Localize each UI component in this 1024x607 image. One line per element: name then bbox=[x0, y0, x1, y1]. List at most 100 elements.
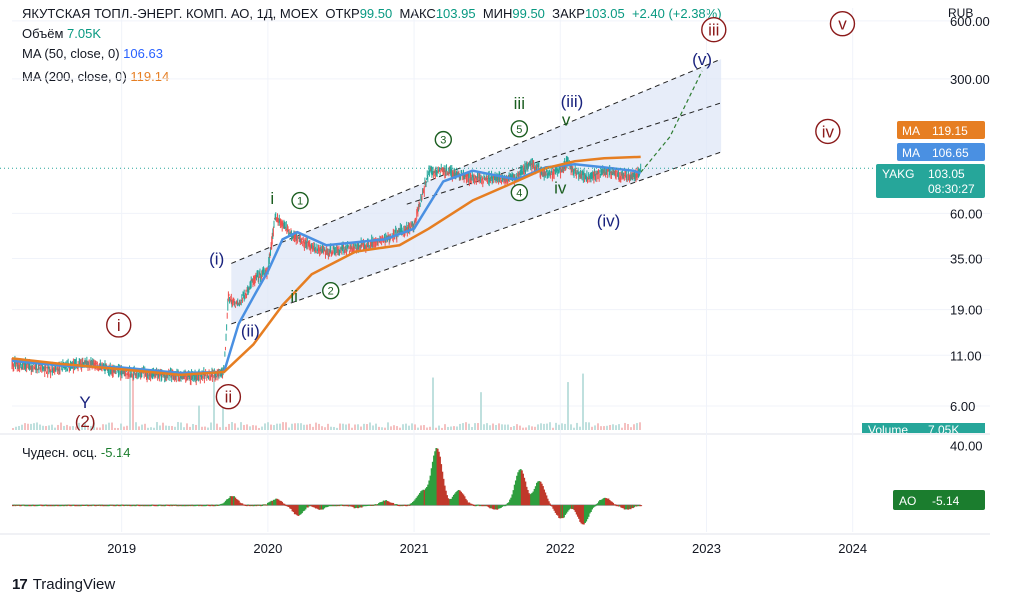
ao-bar bbox=[304, 505, 307, 510]
ao-bar bbox=[491, 505, 494, 509]
ao-bar bbox=[365, 505, 368, 507]
ao-bar bbox=[189, 505, 192, 507]
ao-bar bbox=[433, 455, 436, 506]
volume-bar bbox=[633, 424, 635, 430]
ao-bar bbox=[314, 505, 317, 509]
ao-bar bbox=[526, 489, 529, 506]
ao-bar bbox=[188, 504, 191, 506]
volume-bar bbox=[345, 424, 347, 430]
volume-bar bbox=[531, 426, 533, 430]
time-tick-label: 2019 bbox=[107, 541, 136, 556]
ao-bar bbox=[477, 504, 480, 506]
ao-bar bbox=[194, 505, 197, 507]
ao-bar bbox=[427, 484, 430, 506]
ao-bar bbox=[42, 505, 45, 507]
ao-bar bbox=[381, 501, 384, 506]
volume-bar bbox=[435, 427, 437, 430]
ao-bar bbox=[159, 504, 162, 506]
tradingview-logo[interactable]: 17 TradingView bbox=[12, 576, 115, 593]
volume-bar bbox=[102, 424, 104, 430]
volume-bar bbox=[444, 424, 446, 430]
volume-bar bbox=[123, 426, 125, 430]
legend-ma50[interactable]: MA (50, close, 0) 106.63 bbox=[22, 46, 163, 61]
volume-bar bbox=[279, 423, 281, 430]
volume-bar bbox=[87, 426, 89, 430]
ao-bar bbox=[272, 499, 275, 506]
volume-bar bbox=[540, 423, 542, 430]
volume-bar bbox=[567, 382, 569, 430]
ao-bar bbox=[620, 505, 623, 508]
ao-bar bbox=[482, 505, 485, 507]
volume-bar bbox=[516, 424, 518, 430]
ao-bar bbox=[289, 505, 292, 509]
ao-panel[interactable]: 40.000.00 bbox=[12, 438, 983, 525]
ao-bar bbox=[23, 505, 26, 507]
ao-bar bbox=[241, 503, 244, 506]
ao-bar bbox=[285, 505, 288, 507]
ao-bar bbox=[178, 505, 181, 507]
price-tag-value: 103.05 bbox=[928, 167, 965, 181]
ao-bar bbox=[52, 505, 55, 507]
ao-bar bbox=[325, 505, 328, 508]
ao-bar bbox=[91, 504, 94, 506]
ma50-line bbox=[11, 163, 642, 375]
ao-bar bbox=[311, 505, 314, 507]
price-tick-label: 11.00 bbox=[950, 348, 982, 363]
ao-bar bbox=[90, 505, 93, 507]
ao-bar bbox=[321, 505, 324, 510]
ao-bar bbox=[355, 505, 358, 508]
volume-bar bbox=[150, 427, 152, 430]
legend-ao[interactable]: Чудесн. осц. -5.14 bbox=[22, 445, 131, 460]
volume-bar bbox=[219, 427, 221, 430]
legend-volume[interactable]: Объём 7.05K bbox=[22, 26, 101, 41]
time-axis[interactable]: 2019 2020 2021 2022 2023 2024 bbox=[107, 541, 867, 556]
ao-bar bbox=[237, 500, 240, 506]
volume-bar bbox=[606, 425, 608, 430]
ao-bar bbox=[626, 505, 629, 510]
ao-bar bbox=[331, 505, 334, 507]
ma50-label: MA (50, close, 0) bbox=[22, 46, 120, 61]
ao-bar bbox=[587, 505, 590, 517]
volume-bar bbox=[351, 427, 353, 430]
ao-bar bbox=[162, 505, 165, 507]
ao-bar bbox=[416, 496, 419, 506]
volume-bar bbox=[432, 377, 434, 430]
volume-bar bbox=[588, 422, 590, 430]
ao-bar bbox=[275, 498, 278, 506]
ao-bar bbox=[354, 505, 357, 509]
ao-bar bbox=[19, 505, 22, 507]
volume-bar bbox=[117, 427, 119, 430]
ao-bar bbox=[479, 505, 482, 507]
volume-bar bbox=[552, 427, 554, 430]
wave-label: 3 bbox=[440, 135, 446, 147]
ao-bar bbox=[290, 505, 293, 510]
ao-bar bbox=[595, 504, 598, 506]
legend-ma200[interactable]: MA (200, close, 0) 119.14 bbox=[22, 69, 169, 84]
ao-bar bbox=[116, 504, 119, 506]
ao-bar bbox=[582, 505, 585, 525]
ao-bar bbox=[463, 496, 466, 506]
volume-bar bbox=[255, 425, 257, 430]
ao-bar bbox=[107, 505, 110, 507]
ao-bar bbox=[390, 502, 393, 506]
ao-bar bbox=[313, 505, 316, 508]
high-label: МАКС bbox=[399, 6, 436, 21]
ao-bar bbox=[113, 505, 116, 507]
ao-bar bbox=[468, 502, 471, 506]
ao-bar bbox=[568, 505, 571, 510]
ao-bar bbox=[435, 448, 438, 506]
volume-bar bbox=[513, 425, 515, 430]
ao-bar bbox=[174, 504, 177, 506]
volume-value: 7.05K bbox=[67, 26, 102, 41]
volume-bar bbox=[174, 426, 176, 430]
price-axis[interactable]: 600.00 300.00 60.00 35.00 19.00 11.00 6.00 bbox=[950, 14, 990, 414]
ao-bar bbox=[56, 505, 59, 507]
ao-bar bbox=[495, 505, 498, 510]
time-tick-label: 2021 bbox=[400, 541, 429, 556]
wave-circle bbox=[215, 384, 242, 410]
ao-bar bbox=[442, 478, 445, 506]
ao-bar bbox=[543, 489, 546, 506]
volume-bar bbox=[393, 425, 395, 430]
ao-bar bbox=[553, 505, 556, 511]
